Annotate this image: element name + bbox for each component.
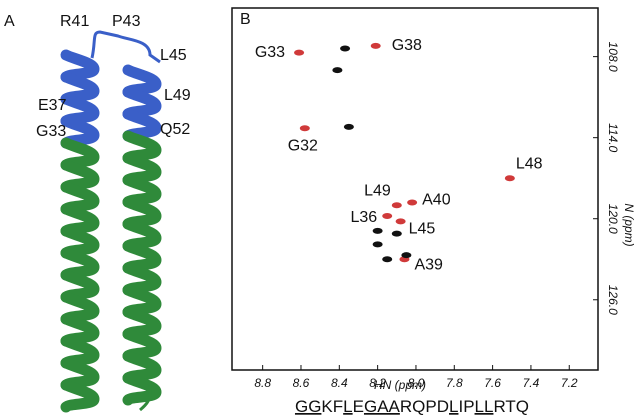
protein-structure <box>60 30 162 413</box>
residue-label: L45 <box>160 47 187 64</box>
helix-turn <box>122 372 162 406</box>
peak <box>382 213 393 220</box>
x-tick-label: 8.6 <box>293 376 310 390</box>
y-tick-label: 108.0 <box>606 42 620 72</box>
tail <box>139 384 152 412</box>
peak <box>382 256 393 263</box>
residue-label: L49 <box>164 87 191 104</box>
peak-label: L45 <box>409 221 436 238</box>
peak-label: G33 <box>255 44 285 61</box>
residue-label: R41 <box>60 13 89 30</box>
peak <box>299 125 310 132</box>
peak <box>370 42 381 49</box>
helix-turn <box>60 379 100 413</box>
x-tick-label: 7.8 <box>446 376 463 390</box>
residue-label: E37 <box>38 97 67 114</box>
peak-label: L36 <box>351 209 378 226</box>
peak <box>391 230 402 237</box>
sequence-segment: RTQ <box>493 397 529 416</box>
peak <box>332 67 343 74</box>
sequence-segment: L <box>449 397 458 416</box>
panel-label: B <box>240 11 251 28</box>
x-tick-label: 8.8 <box>254 376 271 390</box>
y-axis-title: N (ppm) <box>622 203 636 246</box>
peak <box>343 123 354 130</box>
peak <box>294 49 305 56</box>
peak-label: A39 <box>414 256 443 273</box>
peak <box>372 241 383 248</box>
panel-label: A <box>4 13 15 30</box>
peak-label: G32 <box>288 137 318 154</box>
x-tick-label: 7.4 <box>523 376 540 390</box>
y-tick-label: 120.0 <box>606 204 620 234</box>
peak <box>401 252 412 259</box>
peak <box>391 202 402 209</box>
x-axis-title: HN (ppm) <box>374 378 426 392</box>
sequence-segment: IP <box>458 397 474 416</box>
peak <box>372 227 383 234</box>
sequence-segment: GAA <box>364 397 401 416</box>
residue-label: G33 <box>36 123 66 140</box>
x-tick-label: 7.6 <box>484 376 501 390</box>
x-tick-label: 8.2 <box>369 376 386 390</box>
plot-frame <box>231 7 599 371</box>
residue-label: Q52 <box>160 121 190 138</box>
sequence-segment: L <box>343 397 352 416</box>
sequence: GGKFLEGAARQPDLIPLLRTQ <box>295 397 529 416</box>
x-tick-label: 8.0 <box>408 376 425 390</box>
peak-label: L49 <box>364 182 391 199</box>
x-tick-label: 8.4 <box>331 376 348 390</box>
peak <box>504 175 515 182</box>
peak <box>340 45 351 52</box>
peak-label: G38 <box>392 37 422 54</box>
sequence-segment: E <box>353 397 364 416</box>
sequence-segment: RQPD <box>400 397 449 416</box>
peak-label: L48 <box>516 155 543 172</box>
y-tick-label: 126.0 <box>606 285 620 315</box>
x-tick-label: 7.2 <box>561 376 578 390</box>
residue-label: P43 <box>112 13 141 30</box>
peak-label: A40 <box>422 192 451 209</box>
y-tick-label: 114.0 <box>606 123 620 152</box>
sequence-segment: LL <box>475 397 494 416</box>
peak <box>407 199 418 206</box>
sequence-segment: KF <box>321 397 343 416</box>
peak <box>395 218 406 225</box>
sequence-segment: GG <box>295 397 321 416</box>
loop <box>90 30 161 64</box>
